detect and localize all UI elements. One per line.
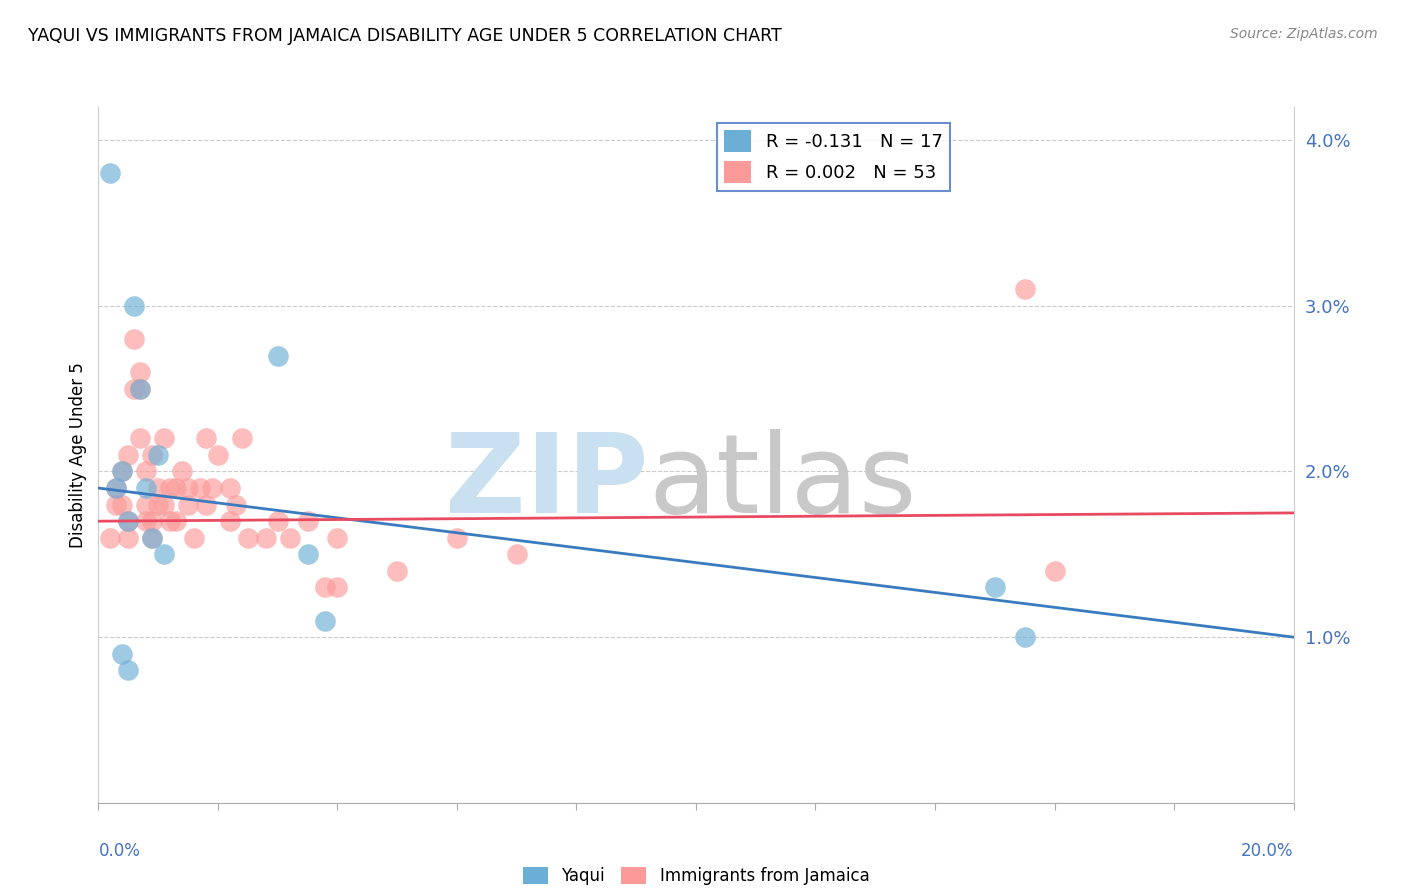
Text: Source: ZipAtlas.com: Source: ZipAtlas.com <box>1230 27 1378 41</box>
Point <box>111 465 134 479</box>
Point <box>165 481 187 495</box>
Point <box>129 382 152 396</box>
Point <box>129 431 152 445</box>
Point <box>100 166 122 180</box>
Point <box>105 481 128 495</box>
Point <box>111 647 134 661</box>
Point <box>117 531 139 545</box>
Point <box>100 531 122 545</box>
Point <box>135 514 157 528</box>
Point <box>297 547 319 561</box>
Point <box>129 365 152 379</box>
Point <box>117 514 139 528</box>
Point <box>148 498 170 512</box>
Point <box>385 564 409 578</box>
Point <box>195 431 218 445</box>
Point <box>124 332 146 346</box>
Text: 20.0%: 20.0% <box>1241 842 1294 860</box>
Legend: Yaqui, Immigrants from Jamaica: Yaqui, Immigrants from Jamaica <box>516 861 876 892</box>
Point <box>984 581 1007 595</box>
Point <box>105 498 128 512</box>
Point <box>267 349 290 363</box>
Point <box>124 299 146 313</box>
Point <box>1014 282 1036 296</box>
Point <box>141 531 163 545</box>
Point <box>111 465 134 479</box>
Point <box>315 581 337 595</box>
Point <box>135 465 157 479</box>
Point <box>153 498 176 512</box>
Point <box>117 448 139 462</box>
Point <box>153 547 176 561</box>
Point <box>219 481 242 495</box>
Point <box>231 431 253 445</box>
Point <box>278 531 301 545</box>
Point <box>135 498 157 512</box>
Point <box>326 581 349 595</box>
Point <box>236 531 259 545</box>
Point <box>141 531 163 545</box>
Point <box>267 514 290 528</box>
Point <box>135 481 157 495</box>
Point <box>177 481 200 495</box>
Point <box>225 498 247 512</box>
Point <box>172 465 194 479</box>
Point <box>148 481 170 495</box>
Point <box>117 663 139 677</box>
Point <box>183 531 205 545</box>
Point <box>326 531 349 545</box>
Point <box>124 382 146 396</box>
Point <box>117 514 139 528</box>
Point <box>188 481 211 495</box>
Text: YAQUI VS IMMIGRANTS FROM JAMAICA DISABILITY AGE UNDER 5 CORRELATION CHART: YAQUI VS IMMIGRANTS FROM JAMAICA DISABIL… <box>28 27 782 45</box>
Point <box>195 498 218 512</box>
Point <box>207 448 229 462</box>
Point <box>1043 564 1066 578</box>
Text: atlas: atlas <box>648 429 917 536</box>
Point <box>129 382 152 396</box>
Point <box>297 514 319 528</box>
Point <box>506 547 529 561</box>
Point <box>159 481 181 495</box>
Point <box>446 531 468 545</box>
Y-axis label: Disability Age Under 5: Disability Age Under 5 <box>69 362 87 548</box>
Point <box>165 514 187 528</box>
Point <box>105 481 128 495</box>
Point <box>177 498 200 512</box>
Point <box>254 531 277 545</box>
Point <box>219 514 242 528</box>
Point <box>315 614 337 628</box>
Point <box>148 448 170 462</box>
Text: ZIP: ZIP <box>444 429 648 536</box>
Point <box>159 514 181 528</box>
Point <box>141 514 163 528</box>
Point <box>153 431 176 445</box>
Point <box>1014 630 1036 644</box>
Point <box>201 481 224 495</box>
Text: 0.0%: 0.0% <box>98 842 141 860</box>
Point <box>141 448 163 462</box>
Point <box>111 498 134 512</box>
